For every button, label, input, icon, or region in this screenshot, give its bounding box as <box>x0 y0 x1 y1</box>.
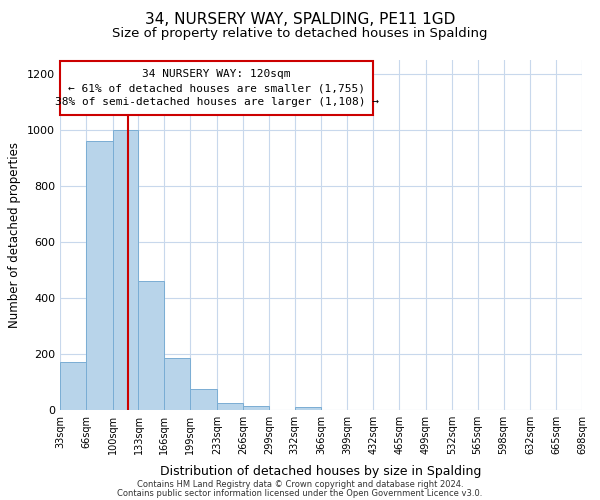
Bar <box>295 407 322 410</box>
Text: Size of property relative to detached houses in Spalding: Size of property relative to detached ho… <box>112 28 488 40</box>
Bar <box>86 141 113 410</box>
X-axis label: Distribution of detached houses by size in Spalding: Distribution of detached houses by size … <box>160 466 482 478</box>
Text: Contains HM Land Registry data © Crown copyright and database right 2024.: Contains HM Land Registry data © Crown c… <box>137 480 463 489</box>
Bar <box>60 362 86 410</box>
Bar <box>217 403 243 410</box>
Bar <box>190 389 217 410</box>
Bar <box>243 406 269 410</box>
Bar <box>139 281 164 410</box>
Y-axis label: Number of detached properties: Number of detached properties <box>8 142 22 328</box>
FancyBboxPatch shape <box>60 62 373 114</box>
Text: 34, NURSERY WAY, SPALDING, PE11 1GD: 34, NURSERY WAY, SPALDING, PE11 1GD <box>145 12 455 28</box>
Text: 34 NURSERY WAY: 120sqm
← 61% of detached houses are smaller (1,755)
38% of semi-: 34 NURSERY WAY: 120sqm ← 61% of detached… <box>55 69 379 107</box>
Text: Contains public sector information licensed under the Open Government Licence v3: Contains public sector information licen… <box>118 488 482 498</box>
Bar <box>113 130 139 410</box>
Bar <box>164 358 190 410</box>
